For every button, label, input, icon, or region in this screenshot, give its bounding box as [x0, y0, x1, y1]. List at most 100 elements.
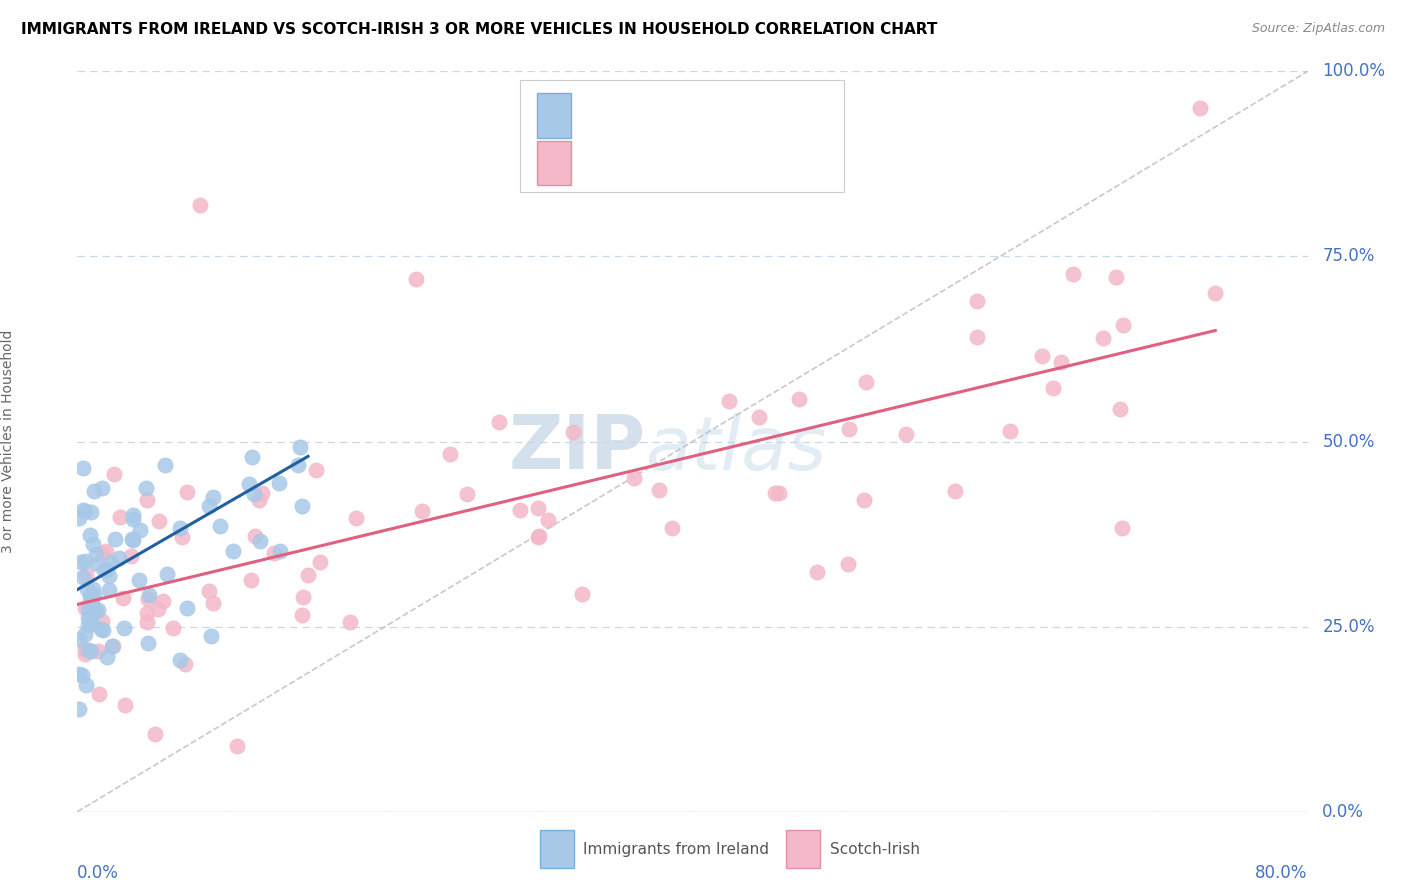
Point	[1050, 354, 1073, 368]
Point	[69, 556, 91, 570]
Point	[291, 590, 314, 604]
Point	[80, 592, 103, 607]
Point	[527, 530, 550, 544]
Point	[763, 485, 786, 500]
Point	[77, 602, 100, 616]
Point	[80, 607, 103, 621]
Point	[82, 600, 104, 615]
Point	[135, 615, 157, 629]
Point	[943, 483, 966, 498]
Point	[82, 616, 104, 631]
Point	[748, 410, 770, 425]
Point	[240, 573, 263, 587]
Text: Scotch-Irish: Scotch-Irish	[830, 842, 920, 856]
Point	[97, 568, 120, 582]
Point	[855, 375, 877, 389]
Point	[82, 582, 104, 596]
Point	[91, 623, 114, 637]
Point	[121, 533, 143, 547]
Text: Immigrants from Ireland: Immigrants from Ireland	[583, 842, 769, 856]
Point	[121, 512, 143, 526]
Point	[77, 618, 100, 632]
Point	[143, 727, 166, 741]
Point	[98, 583, 121, 598]
Text: 0.0%: 0.0%	[1323, 803, 1364, 821]
Point	[96, 563, 118, 577]
Point	[93, 563, 115, 577]
Point	[344, 511, 367, 525]
Point	[787, 392, 810, 406]
Point	[108, 510, 131, 524]
Point	[661, 521, 683, 535]
Point	[1042, 381, 1064, 395]
Point	[138, 588, 160, 602]
Point	[76, 582, 98, 597]
Point	[267, 475, 290, 490]
Point	[76, 642, 98, 657]
Point	[768, 486, 790, 500]
Point	[136, 493, 159, 508]
Point	[67, 511, 90, 525]
Point	[75, 678, 97, 692]
Point	[138, 592, 160, 607]
Point	[966, 330, 988, 344]
Point	[290, 499, 312, 513]
Point	[250, 486, 273, 500]
Point	[114, 698, 136, 712]
Point	[1105, 269, 1128, 284]
Point	[529, 529, 551, 543]
Point	[129, 523, 152, 537]
Point	[172, 530, 194, 544]
Point	[82, 599, 104, 614]
Point	[1204, 285, 1226, 300]
Point	[225, 739, 247, 753]
Point	[287, 458, 309, 472]
Point	[79, 528, 101, 542]
Point	[90, 623, 112, 637]
Text: 50.0%: 50.0%	[1323, 433, 1375, 450]
Point	[439, 446, 461, 460]
Point	[75, 554, 97, 568]
Text: N =: N =	[682, 109, 730, 127]
Point	[93, 546, 115, 560]
Point	[571, 587, 593, 601]
Point	[108, 551, 131, 566]
Point	[411, 504, 433, 518]
Point	[1112, 318, 1135, 333]
Point	[112, 591, 135, 606]
Point	[73, 504, 96, 518]
Text: 78: 78	[727, 109, 749, 127]
Point	[240, 450, 263, 465]
Point	[509, 503, 531, 517]
Point	[308, 556, 330, 570]
Point	[176, 485, 198, 500]
Point	[86, 644, 108, 658]
Point	[966, 293, 988, 308]
Point	[82, 537, 104, 551]
Point	[269, 544, 291, 558]
Point	[70, 668, 93, 682]
Point	[103, 467, 125, 482]
Point	[136, 606, 159, 620]
Text: IMMIGRANTS FROM IRELAND VS SCOTCH-IRISH 3 OR MORE VEHICLES IN HOUSEHOLD CORRELAT: IMMIGRANTS FROM IRELAND VS SCOTCH-IRISH …	[21, 22, 938, 37]
Point	[91, 614, 114, 628]
Point	[243, 487, 266, 501]
Point	[83, 484, 105, 499]
Point	[1031, 350, 1053, 364]
Point	[806, 565, 828, 579]
Point	[86, 558, 108, 572]
Text: 0.0%: 0.0%	[77, 863, 120, 881]
Point	[100, 555, 122, 569]
Point	[561, 425, 583, 439]
Point	[201, 596, 224, 610]
Point	[73, 642, 96, 657]
Point	[405, 271, 427, 285]
Point	[87, 603, 110, 617]
Point	[536, 513, 558, 527]
Text: R =: R =	[581, 156, 617, 174]
Point	[72, 503, 94, 517]
Point	[73, 647, 96, 661]
Point	[91, 482, 114, 496]
Point	[75, 567, 97, 582]
Point	[288, 440, 311, 454]
